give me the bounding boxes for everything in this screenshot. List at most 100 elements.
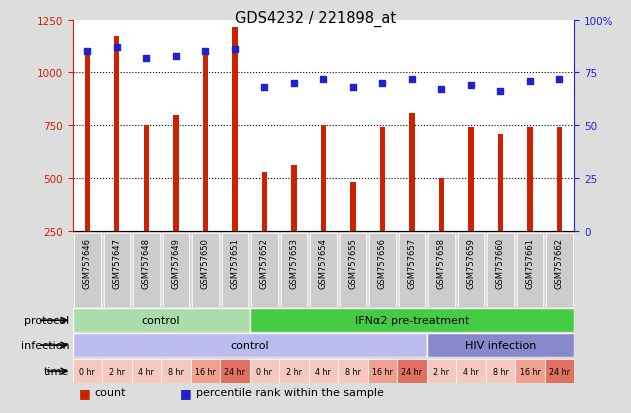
- Point: [319, 76, 329, 83]
- Text: 16 hr: 16 hr: [372, 367, 393, 376]
- Text: control: control: [230, 340, 269, 350]
- Bar: [250, 309, 574, 332]
- FancyBboxPatch shape: [221, 233, 248, 308]
- FancyBboxPatch shape: [399, 233, 425, 308]
- Text: GSM757655: GSM757655: [348, 237, 357, 288]
- Text: GSM757646: GSM757646: [83, 237, 92, 288]
- Text: 8 hr: 8 hr: [168, 367, 184, 376]
- Bar: [528, 128, 533, 284]
- Text: 4 hr: 4 hr: [463, 367, 479, 376]
- Bar: [410, 113, 415, 284]
- Point: [112, 45, 122, 51]
- FancyBboxPatch shape: [487, 233, 514, 308]
- Text: GDS4232 / 221898_at: GDS4232 / 221898_at: [235, 10, 396, 26]
- FancyBboxPatch shape: [517, 233, 543, 308]
- Bar: [73, 333, 427, 357]
- Bar: [173, 115, 179, 284]
- Bar: [232, 28, 237, 284]
- Bar: [545, 359, 574, 383]
- Point: [171, 53, 181, 60]
- Text: ■: ■: [180, 386, 192, 399]
- Bar: [161, 359, 191, 383]
- FancyBboxPatch shape: [310, 233, 337, 308]
- Text: 8 hr: 8 hr: [345, 367, 361, 376]
- Text: GSM757647: GSM757647: [112, 237, 121, 288]
- Point: [289, 81, 299, 87]
- Text: 24 hr: 24 hr: [549, 367, 570, 376]
- Text: GSM757656: GSM757656: [378, 237, 387, 288]
- FancyBboxPatch shape: [428, 233, 455, 308]
- Text: 24 hr: 24 hr: [401, 367, 422, 376]
- Text: 2 hr: 2 hr: [433, 367, 449, 376]
- FancyBboxPatch shape: [103, 233, 130, 308]
- Bar: [439, 178, 444, 284]
- Text: 2 hr: 2 hr: [286, 367, 302, 376]
- Bar: [279, 359, 309, 383]
- Text: count: count: [95, 387, 126, 397]
- Text: GSM757649: GSM757649: [172, 237, 180, 288]
- Bar: [427, 359, 456, 383]
- Bar: [486, 359, 515, 383]
- Point: [82, 49, 92, 56]
- Text: GSM757660: GSM757660: [496, 237, 505, 288]
- Text: control: control: [142, 316, 180, 325]
- Text: GSM757652: GSM757652: [260, 237, 269, 288]
- Text: 2 hr: 2 hr: [109, 367, 125, 376]
- Bar: [262, 172, 267, 284]
- Text: GSM757654: GSM757654: [319, 237, 328, 288]
- Text: GSM757657: GSM757657: [408, 237, 416, 288]
- Bar: [85, 52, 90, 284]
- Text: GSM757661: GSM757661: [526, 237, 534, 288]
- Text: 4 hr: 4 hr: [138, 367, 154, 376]
- Bar: [73, 359, 102, 383]
- Bar: [114, 36, 119, 284]
- Bar: [144, 126, 149, 284]
- Bar: [220, 359, 250, 383]
- Text: 24 hr: 24 hr: [225, 367, 245, 376]
- Bar: [132, 359, 161, 383]
- Bar: [557, 128, 562, 284]
- FancyBboxPatch shape: [546, 233, 573, 308]
- Text: ■: ■: [79, 386, 91, 399]
- Text: protocol: protocol: [24, 316, 69, 325]
- Bar: [203, 52, 208, 284]
- Text: GSM757659: GSM757659: [466, 237, 475, 288]
- Text: GSM757658: GSM757658: [437, 237, 446, 288]
- Text: GSM757651: GSM757651: [230, 237, 239, 288]
- FancyBboxPatch shape: [192, 233, 218, 308]
- Bar: [468, 128, 474, 284]
- Point: [259, 85, 269, 91]
- Bar: [338, 359, 368, 383]
- FancyBboxPatch shape: [251, 233, 278, 308]
- Bar: [292, 166, 297, 284]
- Bar: [350, 183, 355, 284]
- Point: [377, 81, 387, 87]
- Text: 8 hr: 8 hr: [493, 367, 509, 376]
- Bar: [321, 126, 326, 284]
- Bar: [397, 359, 427, 383]
- Text: 16 hr: 16 hr: [195, 367, 216, 376]
- Point: [466, 83, 476, 89]
- FancyBboxPatch shape: [457, 233, 484, 308]
- Text: 0 hr: 0 hr: [256, 367, 273, 376]
- Bar: [73, 309, 250, 332]
- Text: time: time: [44, 366, 69, 376]
- Point: [348, 85, 358, 91]
- Bar: [427, 333, 574, 357]
- Bar: [456, 359, 486, 383]
- Text: percentile rank within the sample: percentile rank within the sample: [196, 387, 384, 397]
- Bar: [102, 359, 132, 383]
- Bar: [309, 359, 338, 383]
- Point: [141, 55, 151, 62]
- Bar: [515, 359, 545, 383]
- Point: [407, 76, 417, 83]
- FancyBboxPatch shape: [369, 233, 396, 308]
- Text: 16 hr: 16 hr: [519, 367, 540, 376]
- Text: infection: infection: [21, 340, 69, 350]
- Bar: [380, 128, 385, 284]
- Bar: [191, 359, 220, 383]
- Point: [230, 47, 240, 53]
- Point: [200, 49, 210, 56]
- FancyBboxPatch shape: [339, 233, 366, 308]
- Text: GSM757653: GSM757653: [290, 237, 298, 288]
